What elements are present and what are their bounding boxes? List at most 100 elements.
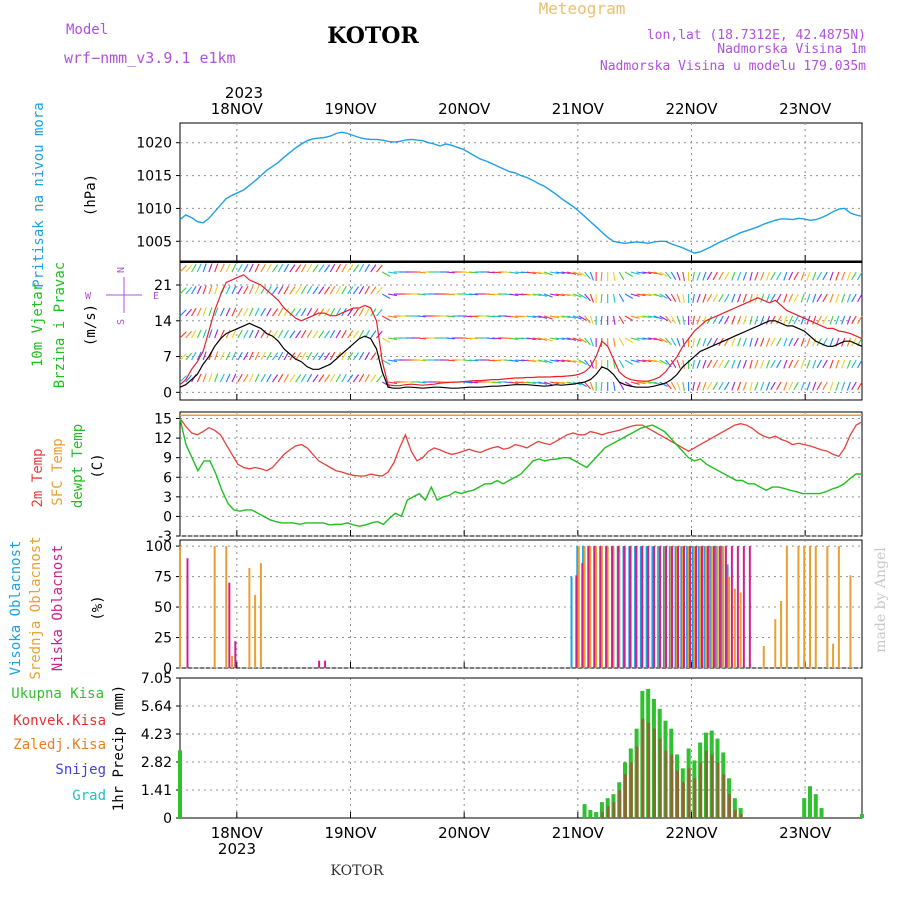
wind-barb <box>526 337 536 341</box>
wind-barb <box>642 271 652 275</box>
cloud-bar <box>659 546 662 668</box>
cloud-bar <box>231 655 234 668</box>
wind-barb <box>219 329 225 339</box>
wind-barb <box>706 315 713 325</box>
wind-barb <box>783 359 788 369</box>
precip-total-bar <box>819 808 824 818</box>
wind-barb <box>214 373 219 383</box>
wind-barb <box>765 359 771 369</box>
wind-barb <box>179 353 187 361</box>
cloud-bar <box>651 546 654 668</box>
wind-barb <box>549 293 559 297</box>
wind-barb <box>202 329 207 339</box>
cloud-bar <box>611 546 614 668</box>
wind-barb <box>318 330 325 339</box>
wind-barb <box>572 359 582 364</box>
top-tick-label: 20NOV <box>438 100 491 118</box>
cloud-bar <box>618 546 621 668</box>
wind-barb <box>718 359 724 369</box>
wind-barb <box>202 373 207 383</box>
wind-barb <box>231 285 237 295</box>
wind-barb <box>555 271 565 275</box>
wind-barb <box>196 373 202 383</box>
wind-barb <box>272 308 279 317</box>
wind-barb <box>589 337 594 347</box>
wind-barb <box>324 264 331 273</box>
wind-barb <box>260 351 266 361</box>
cloud-unit: (%) <box>90 595 106 620</box>
wind-barb <box>706 337 713 347</box>
precip-conv-bar <box>693 778 697 818</box>
wind-barb <box>526 315 536 319</box>
wind-barb <box>636 315 646 319</box>
wind-barb <box>584 315 591 324</box>
wind-barb <box>724 359 730 369</box>
wind-barb <box>526 293 536 297</box>
wind-barb <box>851 271 857 281</box>
wind-barb <box>857 271 863 281</box>
y-tick-label: 14 <box>154 314 172 330</box>
wind-barb <box>295 264 302 273</box>
wind-barb <box>468 315 478 318</box>
wind-barb <box>589 271 594 281</box>
wind-barb <box>295 286 302 295</box>
wind-barb <box>696 271 701 281</box>
wind-barb <box>718 381 724 391</box>
wind-barb <box>578 293 587 299</box>
wind-barb <box>742 359 747 369</box>
wind-unit: (m/s) <box>83 304 99 346</box>
wind-barb <box>352 286 360 295</box>
wind-barb <box>312 286 319 295</box>
wind-barb <box>416 315 426 318</box>
cloud-bar <box>681 546 684 668</box>
wind-barb <box>776 381 782 391</box>
wind-barb <box>770 337 776 347</box>
cloud-bar <box>680 546 683 668</box>
wind-barb <box>272 264 279 273</box>
cloud-bar <box>785 546 788 668</box>
t2m-line <box>179 418 863 477</box>
wind-barb <box>318 308 325 317</box>
wind-barb <box>248 329 254 339</box>
cloud-ylabel-3: Niska Oblacnost <box>50 545 66 671</box>
top-year-label: 2023 <box>225 84 263 102</box>
wind-barb <box>277 263 284 273</box>
wind-barb <box>225 329 231 339</box>
precip-conv-bar <box>670 754 674 818</box>
wind-barb <box>347 308 354 317</box>
cloud-bar <box>703 546 706 668</box>
wind-barb <box>555 315 565 319</box>
cloud-bar <box>641 546 644 668</box>
wind-barb <box>624 271 634 277</box>
y-tick-label: 1020 <box>136 136 172 152</box>
wind-barb <box>416 381 426 384</box>
precip-total-bar <box>178 750 182 818</box>
wind-barb <box>468 359 478 362</box>
wind-barb <box>612 271 616 281</box>
wind-barb <box>295 352 302 361</box>
wind-barb <box>851 381 857 391</box>
wind-barb <box>737 293 742 303</box>
wind-barb <box>341 329 347 339</box>
cloud-bar <box>668 546 671 668</box>
top-tick-label: 23NOV <box>779 100 832 118</box>
wind-barb <box>231 263 237 273</box>
y-tick-label: 0 <box>163 385 172 401</box>
wind-barb <box>816 271 823 281</box>
wind-barb <box>841 293 846 303</box>
precip-conv-bar <box>699 762 703 818</box>
wind-barb <box>382 381 391 387</box>
lonlat-label: lon,lat (18.7312E, 42.4875N) <box>647 28 866 43</box>
wind-barb <box>682 359 685 369</box>
wind-barb <box>312 374 319 383</box>
precip-conv-bar <box>600 812 604 818</box>
cloud-bar <box>581 563 584 668</box>
wind-barb <box>445 359 455 362</box>
precip-conv-bar <box>676 770 680 818</box>
cloud-bar <box>600 546 603 668</box>
wind-barb <box>549 315 559 319</box>
wind-barb <box>600 315 603 326</box>
wind-barb <box>706 381 713 391</box>
cloud-bar <box>228 582 231 668</box>
